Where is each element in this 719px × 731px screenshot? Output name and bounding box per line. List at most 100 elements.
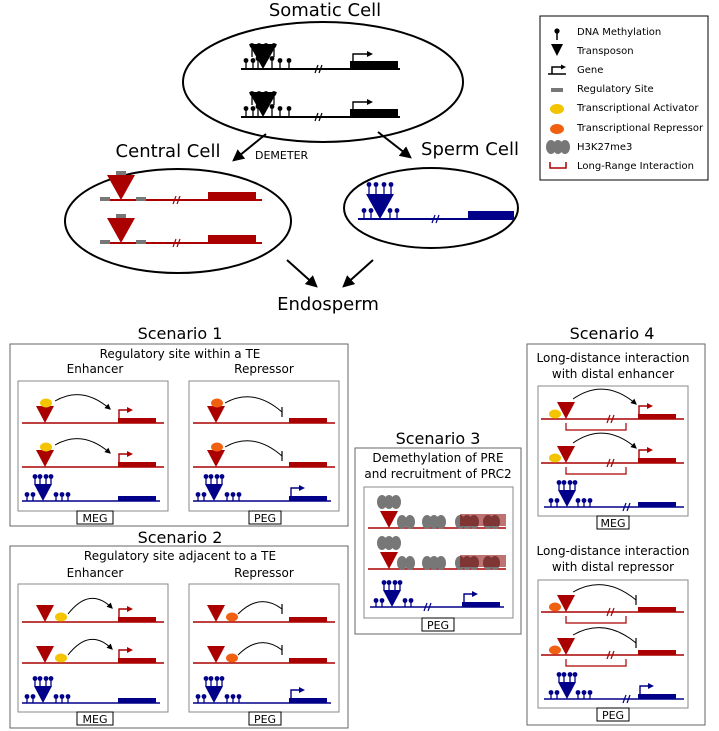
dna-methylation bbox=[269, 56, 275, 69]
legend-longrange-icon bbox=[549, 162, 567, 169]
gene-body bbox=[118, 418, 156, 423]
scenario1-subtitle: Regulatory site within a TE bbox=[100, 347, 261, 361]
dna-methylation bbox=[208, 474, 214, 484]
transposon bbox=[207, 646, 225, 663]
gene-body bbox=[289, 462, 327, 467]
transcriptional-repressor bbox=[549, 645, 561, 655]
dna-methylation bbox=[65, 694, 71, 703]
activation-arrow bbox=[572, 432, 637, 449]
gene-body bbox=[468, 211, 514, 219]
transcription-start-arrow bbox=[290, 485, 305, 497]
dna-methylation bbox=[30, 492, 36, 501]
dna-methylation bbox=[249, 91, 255, 105]
transposon bbox=[380, 552, 398, 569]
h3k27me3-nucleosome bbox=[422, 556, 432, 570]
dna-methylation bbox=[263, 43, 269, 57]
gene-body bbox=[118, 698, 156, 703]
line-break bbox=[314, 64, 323, 74]
dna-methylation bbox=[286, 106, 292, 117]
transposon bbox=[383, 590, 401, 607]
repression-arrow bbox=[572, 584, 637, 605]
line-break bbox=[606, 414, 615, 424]
gene-body bbox=[638, 458, 676, 463]
dna-methylation bbox=[32, 474, 38, 484]
scenario1-enhancer-row bbox=[22, 394, 164, 424]
dna-methylation bbox=[53, 492, 59, 501]
transposon bbox=[34, 686, 52, 703]
dna-methylation bbox=[256, 43, 262, 57]
central-cell-title: Central Cell bbox=[116, 141, 221, 162]
legend-transposon-label: Transposon bbox=[576, 46, 634, 57]
transcriptional-repressor bbox=[549, 602, 561, 612]
activation-arrow bbox=[67, 598, 113, 615]
dna-methylation bbox=[236, 694, 242, 703]
scenario1-meg-box bbox=[76, 510, 114, 525]
dna-methylation bbox=[24, 492, 30, 501]
h3k27me3-nucleosome bbox=[405, 556, 415, 570]
transcription-start-arrow bbox=[352, 51, 373, 63]
transcription-start-arrow bbox=[118, 606, 133, 618]
transposon bbox=[557, 402, 575, 419]
gene-body bbox=[118, 496, 156, 501]
h3k27me3-nucleosome bbox=[397, 515, 407, 529]
transcriptional-activator bbox=[40, 398, 52, 408]
dna-methylation bbox=[548, 690, 554, 699]
transcription-start-arrow bbox=[352, 99, 373, 111]
dna-methylation bbox=[236, 492, 242, 501]
scenario1-repressor-label: Repressor bbox=[234, 362, 294, 376]
transposon bbox=[558, 682, 576, 699]
transcription-start-arrow bbox=[638, 403, 653, 415]
dna-methylation bbox=[256, 91, 262, 105]
activation-arrow bbox=[54, 438, 111, 454]
scenario3-title: Scenario 3 bbox=[396, 429, 481, 448]
scenario2-enhancer-row bbox=[22, 598, 164, 623]
transcriptional-activator bbox=[55, 653, 67, 663]
activation-arrow bbox=[67, 639, 113, 656]
dna-methylation bbox=[269, 104, 275, 117]
scenario1-enhancer-label: Enhancer bbox=[67, 362, 124, 376]
dna-methylation bbox=[554, 690, 560, 699]
dna-methylation bbox=[59, 694, 65, 703]
dna-methylation bbox=[373, 182, 379, 194]
gene-body bbox=[289, 658, 327, 663]
scenario4-enhancer-row bbox=[541, 388, 684, 431]
scenario2-enhancer-label: Enhancer bbox=[67, 566, 124, 580]
dna-methylation bbox=[572, 480, 578, 490]
dna-methylation bbox=[381, 182, 387, 194]
h3k27me3-nucleosome bbox=[391, 536, 401, 550]
legend-transposon-icon bbox=[551, 44, 563, 56]
transposon bbox=[107, 218, 135, 243]
line-break bbox=[606, 650, 615, 660]
dna-methylation bbox=[37, 474, 43, 484]
dna-methylation bbox=[379, 598, 385, 607]
dna-methylation bbox=[201, 694, 207, 703]
dna-methylation bbox=[195, 492, 201, 501]
regulatory-site bbox=[116, 171, 126, 175]
gene-body bbox=[118, 658, 156, 663]
legend-repressor-icon bbox=[550, 124, 564, 134]
gene-body bbox=[638, 607, 676, 612]
dna-methylation bbox=[561, 672, 567, 682]
repression-arrow bbox=[224, 440, 283, 461]
transcription-start-arrow bbox=[290, 687, 305, 699]
scenario4-peg-box bbox=[596, 707, 630, 722]
scenario4-title: Scenario 4 bbox=[570, 324, 655, 343]
gene-body bbox=[638, 694, 676, 699]
dna-methylation bbox=[394, 208, 400, 219]
dna-methylation bbox=[277, 106, 283, 117]
transposon bbox=[207, 406, 225, 423]
arrow-to-sperm-cell bbox=[377, 131, 412, 159]
scenario1-peg-box bbox=[248, 510, 282, 525]
somatic-allele bbox=[241, 91, 400, 122]
central-cell-allele bbox=[100, 214, 262, 248]
scenario4-paternal-peg-row bbox=[544, 672, 684, 704]
transposon bbox=[557, 595, 575, 612]
transcriptional-activator bbox=[55, 612, 67, 622]
transposon bbox=[107, 175, 135, 200]
transposon bbox=[205, 686, 223, 703]
dna-methylation bbox=[556, 672, 562, 682]
scenario4-subtitle-b-line2: with distal repressor bbox=[552, 560, 674, 574]
transposon bbox=[205, 484, 223, 501]
transposon bbox=[36, 450, 54, 467]
line-break bbox=[314, 112, 323, 122]
